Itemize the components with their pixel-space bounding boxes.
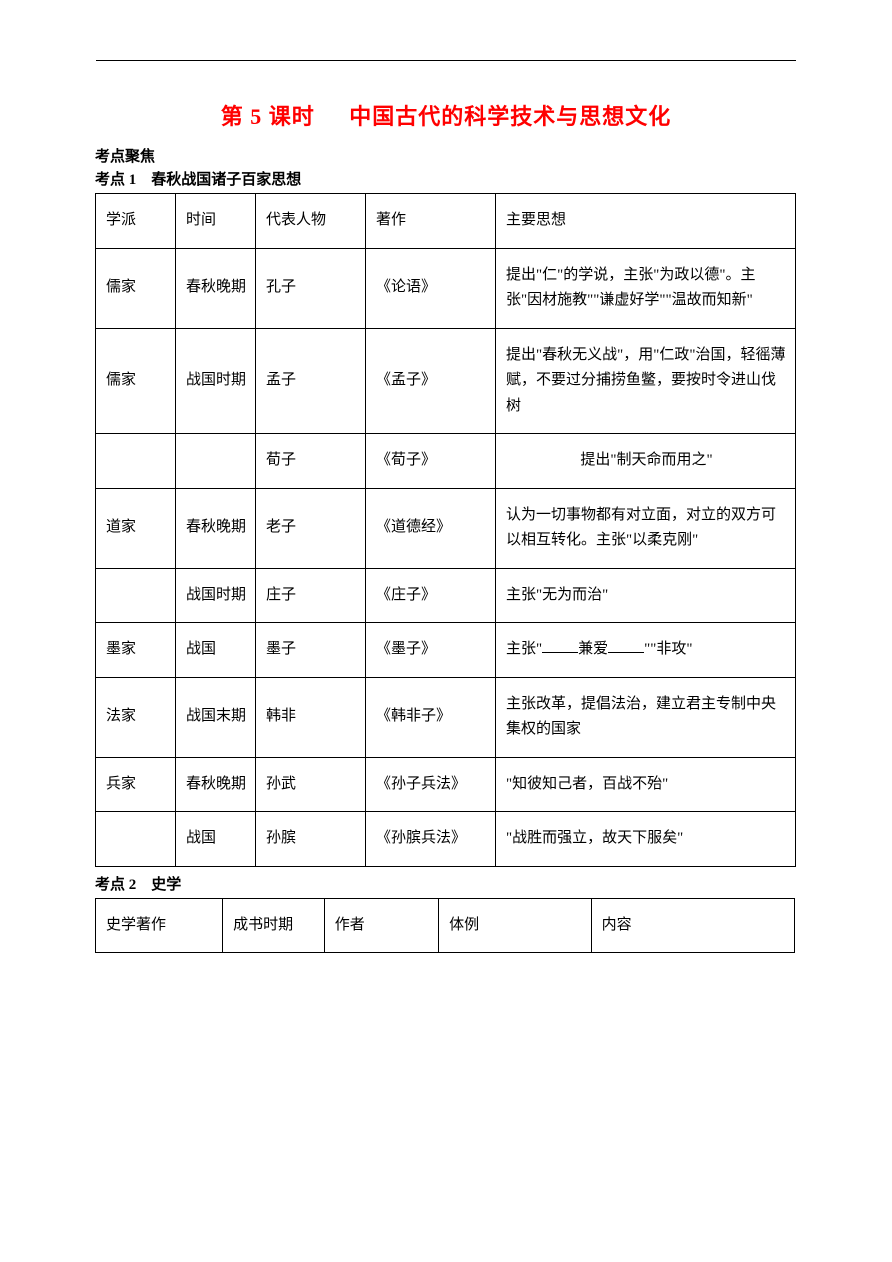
cell-school: 兵家 bbox=[96, 757, 176, 812]
cell-school bbox=[96, 568, 176, 623]
cell-figure: 孟子 bbox=[256, 328, 366, 434]
cell-thought: 提出"制天命而用之" bbox=[496, 434, 796, 489]
cell-work: 《孙膑兵法》 bbox=[366, 812, 496, 867]
cell-thought: 提出"仁"的学说，主张"为政以德"。主张"因材施教""谦虚好学""温故而知新" bbox=[496, 248, 796, 328]
cell-period: 春秋晚期 bbox=[176, 248, 256, 328]
cell-work: 《道德经》 bbox=[366, 488, 496, 568]
schools-of-thought-table: 学派 时间 代表人物 著作 主要思想 儒家 春秋晚期 孔子 《论语》 提出"仁"… bbox=[95, 193, 796, 867]
cell-thought: "知彼知己者，百战不殆" bbox=[496, 757, 796, 812]
table-row: 道家 春秋晚期 老子 《道德经》 认为一切事物都有对立面，对立的双方可以相互转化… bbox=[96, 488, 796, 568]
col-period: 时间 bbox=[176, 194, 256, 249]
table-row: 儒家 春秋晚期 孔子 《论语》 提出"仁"的学说，主张"为政以德"。主张"因材施… bbox=[96, 248, 796, 328]
cell-school bbox=[96, 434, 176, 489]
cell-work: 《论语》 bbox=[366, 248, 496, 328]
cell-thought: 主张" 兼爱 ""非攻" bbox=[496, 623, 796, 678]
cell-figure: 荀子 bbox=[256, 434, 366, 489]
fill-blank bbox=[608, 638, 644, 653]
cell-figure: 韩非 bbox=[256, 677, 366, 757]
col-figure: 代表人物 bbox=[256, 194, 366, 249]
cell-school: 道家 bbox=[96, 488, 176, 568]
cell-school bbox=[96, 812, 176, 867]
col-work: 著作 bbox=[366, 194, 496, 249]
table-row: 兵家 春秋晚期 孙武 《孙子兵法》 "知彼知己者，百战不殆" bbox=[96, 757, 796, 812]
cell-work: 《韩非子》 bbox=[366, 677, 496, 757]
cell-period: 战国末期 bbox=[176, 677, 256, 757]
cell-work: 《墨子》 bbox=[366, 623, 496, 678]
cell-thought-mid: 兼爱 bbox=[578, 641, 608, 657]
table-row: 儒家 战国时期 孟子 《孟子》 提出"春秋无义战"，用"仁政"治国，轻徭薄赋，不… bbox=[96, 328, 796, 434]
page-title: 第 5 课时 中国古代的科学技术与思想文化 bbox=[221, 104, 672, 129]
cell-work: 《孟子》 bbox=[366, 328, 496, 434]
cell-school: 法家 bbox=[96, 677, 176, 757]
cell-period: 战国 bbox=[176, 623, 256, 678]
cell-work: 《荀子》 bbox=[366, 434, 496, 489]
col-period: 成书时期 bbox=[223, 898, 325, 953]
lesson-number: 第 5 课时 bbox=[221, 104, 315, 129]
cell-figure: 孙武 bbox=[256, 757, 366, 812]
cell-school: 儒家 bbox=[96, 328, 176, 434]
cell-period: 春秋晚期 bbox=[176, 488, 256, 568]
col-style: 体例 bbox=[439, 898, 592, 953]
cell-thought: 主张改革，提倡法治，建立君主专制中央集权的国家 bbox=[496, 677, 796, 757]
table-row: 法家 战国末期 韩非 《韩非子》 主张改革，提倡法治，建立君主专制中央集权的国家 bbox=[96, 677, 796, 757]
section-focus-label: 考点聚焦 bbox=[95, 145, 797, 166]
cell-thought: 主张"无为而治" bbox=[496, 568, 796, 623]
cell-figure: 墨子 bbox=[256, 623, 366, 678]
table-row: 战国 孙膑 《孙膑兵法》 "战胜而强立，故天下服矣" bbox=[96, 812, 796, 867]
cell-thought: 认为一切事物都有对立面，对立的双方可以相互转化。主张"以柔克刚" bbox=[496, 488, 796, 568]
cell-period: 战国时期 bbox=[176, 328, 256, 434]
table-row: 墨家 战国 墨子 《墨子》 主张" 兼爱 ""非攻" bbox=[96, 623, 796, 678]
cell-period bbox=[176, 434, 256, 489]
cell-work: 《孙子兵法》 bbox=[366, 757, 496, 812]
point2-label: 考点 2 史学 bbox=[95, 873, 797, 894]
point1-label: 考点 1 春秋战国诸子百家思想 bbox=[95, 168, 797, 189]
cell-period: 战国 bbox=[176, 812, 256, 867]
col-thought: 主要思想 bbox=[496, 194, 796, 249]
historiography-table: 史学著作 成书时期 作者 体例 内容 bbox=[95, 898, 795, 954]
top-rule bbox=[96, 60, 796, 61]
page-title-row: 第 5 课时 中国古代的科学技术与思想文化 bbox=[95, 99, 797, 131]
cell-thought: 提出"春秋无义战"，用"仁政"治国，轻徭薄赋，不要过分捕捞鱼鳖，要按时令进山伐树 bbox=[496, 328, 796, 434]
fill-blank bbox=[542, 638, 578, 653]
cell-thought-post: ""非攻" bbox=[644, 641, 692, 657]
table-header-row: 史学著作 成书时期 作者 体例 内容 bbox=[96, 898, 795, 953]
cell-period: 战国时期 bbox=[176, 568, 256, 623]
col-school: 学派 bbox=[96, 194, 176, 249]
lesson-heading: 中国古代的科学技术与思想文化 bbox=[349, 104, 671, 129]
cell-figure: 孔子 bbox=[256, 248, 366, 328]
table-row: 荀子 《荀子》 提出"制天命而用之" bbox=[96, 434, 796, 489]
cell-figure: 孙膑 bbox=[256, 812, 366, 867]
cell-school: 墨家 bbox=[96, 623, 176, 678]
cell-school: 儒家 bbox=[96, 248, 176, 328]
cell-figure: 庄子 bbox=[256, 568, 366, 623]
col-work: 史学著作 bbox=[96, 898, 223, 953]
cell-thought-pre: 主张" bbox=[506, 641, 542, 657]
table-row: 战国时期 庄子 《庄子》 主张"无为而治" bbox=[96, 568, 796, 623]
cell-period: 春秋晚期 bbox=[176, 757, 256, 812]
cell-work: 《庄子》 bbox=[366, 568, 496, 623]
col-content: 内容 bbox=[591, 898, 794, 953]
cell-figure: 老子 bbox=[256, 488, 366, 568]
cell-thought: "战胜而强立，故天下服矣" bbox=[496, 812, 796, 867]
col-author: 作者 bbox=[324, 898, 438, 953]
table-header-row: 学派 时间 代表人物 著作 主要思想 bbox=[96, 194, 796, 249]
